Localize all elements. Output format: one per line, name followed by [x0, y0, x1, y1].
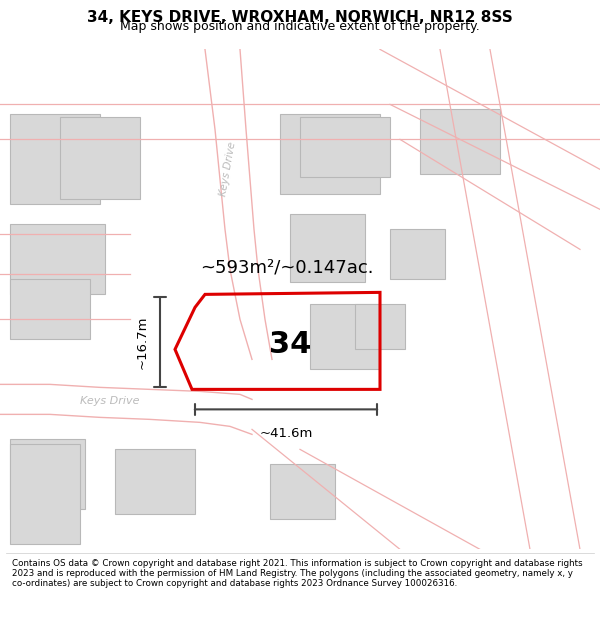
Polygon shape: [280, 114, 380, 194]
Polygon shape: [10, 114, 100, 204]
Text: 34, KEYS DRIVE, WROXHAM, NORWICH, NR12 8SS: 34, KEYS DRIVE, WROXHAM, NORWICH, NR12 8…: [87, 11, 513, 26]
Polygon shape: [300, 118, 390, 178]
Polygon shape: [115, 449, 195, 514]
Text: ~41.6m: ~41.6m: [259, 428, 313, 441]
Polygon shape: [10, 224, 105, 294]
Text: Contains OS data © Crown copyright and database right 2021. This information is : Contains OS data © Crown copyright and d…: [12, 559, 583, 588]
Polygon shape: [355, 304, 405, 349]
Polygon shape: [390, 229, 445, 279]
Text: Keys Drive: Keys Drive: [80, 396, 139, 406]
Text: 34: 34: [269, 330, 311, 359]
Polygon shape: [290, 214, 365, 282]
Polygon shape: [10, 439, 85, 509]
Polygon shape: [310, 304, 380, 369]
Text: ~593m²/~0.147ac.: ~593m²/~0.147ac.: [200, 258, 373, 276]
Polygon shape: [60, 118, 140, 199]
Text: ~16.7m: ~16.7m: [136, 315, 149, 369]
Text: Map shows position and indicative extent of the property.: Map shows position and indicative extent…: [120, 20, 480, 33]
Polygon shape: [270, 464, 335, 519]
Polygon shape: [420, 109, 500, 174]
Polygon shape: [10, 444, 80, 544]
Text: Keys Drive: Keys Drive: [218, 141, 238, 198]
Polygon shape: [10, 279, 90, 339]
